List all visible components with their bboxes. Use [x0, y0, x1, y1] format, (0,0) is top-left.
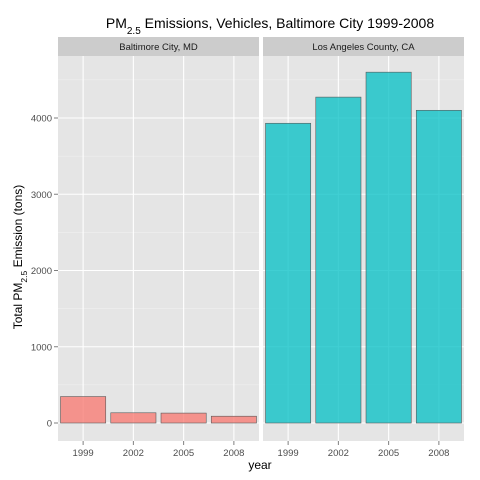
- x-tick-label: 2008: [428, 448, 449, 459]
- y-tick-label: 3000: [31, 190, 52, 201]
- x-tick-label: 2005: [378, 448, 399, 459]
- chart-title-prefix: PM: [106, 15, 127, 31]
- chart-title-suffix: Emissions, Vehicles, Baltimore City 1999…: [141, 15, 435, 31]
- chart-title-subscript: 2.5: [127, 26, 141, 37]
- panel-2: Los Angeles County, CA 1999 2002 2005 2008: [263, 37, 464, 459]
- bar: [315, 96, 362, 424]
- x-tick-label: 2002: [328, 448, 349, 459]
- x-tick-label: 1999: [278, 448, 299, 459]
- y-axis-title-suffix: Emission (tons): [11, 185, 25, 271]
- y-axis-title-subscript: 2.5: [19, 270, 29, 282]
- bar: [210, 415, 257, 424]
- panel-strip: [58, 37, 259, 56]
- x-axis-title: year: [248, 458, 271, 472]
- panel-strip: [263, 37, 464, 56]
- panel-strip-label: Los Angeles County, CA: [312, 42, 415, 53]
- x-tick-label: 2002: [123, 448, 144, 459]
- chart-title: PM2.5 Emissions, Vehicles, Baltimore Cit…: [106, 15, 434, 37]
- bar: [160, 412, 207, 424]
- bar: [365, 71, 412, 424]
- panel-strip-label: Baltimore City, MD: [119, 42, 198, 53]
- y-tick-label: 2000: [31, 266, 52, 277]
- x-tick-label: 1999: [73, 448, 94, 459]
- x-tick-label: 2005: [173, 448, 194, 459]
- panel-background: [58, 56, 259, 441]
- y-tick-label: 4000: [31, 114, 52, 125]
- y-axis-title: Total PM2.5 Emission (tons): [11, 185, 29, 330]
- x-tick-label: 2008: [223, 448, 244, 459]
- y-axis-title-prefix: Total PM: [11, 283, 25, 330]
- bar: [415, 109, 462, 424]
- bar: [60, 396, 107, 424]
- y-tick-label: 1000: [31, 342, 52, 353]
- panel-1: Baltimore City, MD 1999 2002 2005 2008: [58, 37, 259, 459]
- y-tick-label: 0: [47, 419, 52, 430]
- bar: [265, 122, 312, 424]
- bar: [110, 412, 157, 424]
